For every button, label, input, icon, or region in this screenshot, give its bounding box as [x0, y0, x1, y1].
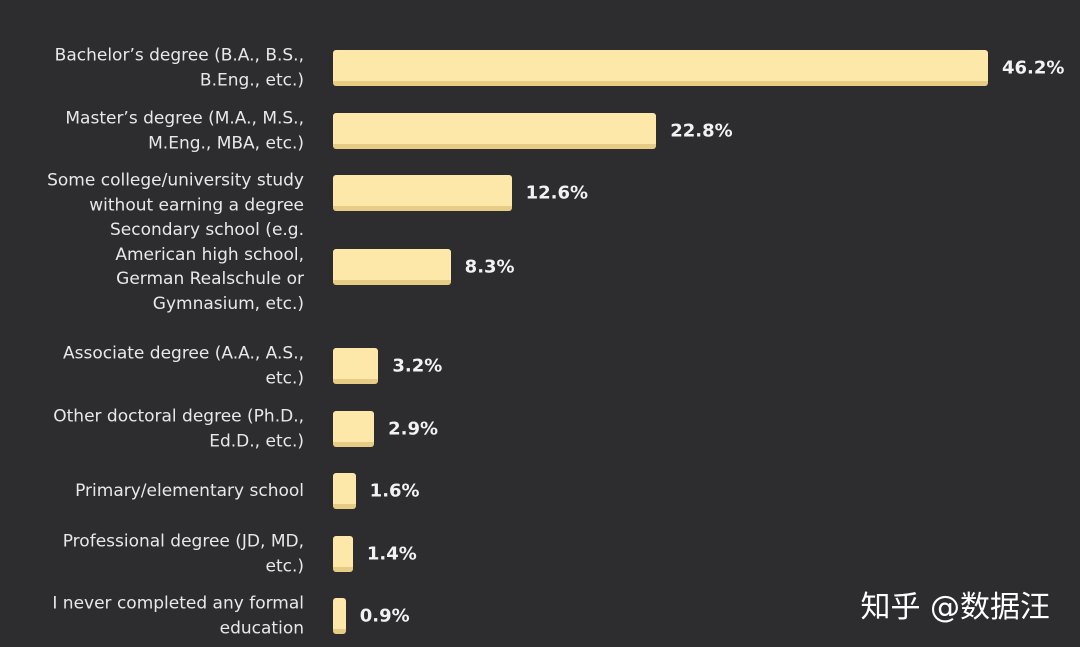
value-label: 8.3% — [464, 256, 515, 278]
bar — [333, 249, 451, 285]
category-label: Primary/elementary school — [75, 480, 304, 501]
category-label: Professional degree (JD, MD, etc.) — [62, 531, 304, 577]
value-label: 22.8% — [670, 120, 733, 142]
category-label: Bachelor’s degree (B.A., B.S., B.Eng., e… — [54, 45, 304, 91]
value-label: 46.2% — [1002, 57, 1065, 79]
bar — [333, 50, 988, 86]
bar — [333, 113, 657, 149]
value-label: 1.4% — [366, 543, 417, 565]
value-label: 1.6% — [369, 480, 420, 502]
bar — [333, 348, 379, 384]
bar — [333, 411, 375, 447]
value-label: 0.9% — [359, 605, 410, 627]
value-label: 2.9% — [388, 418, 439, 440]
category-label: Secondary school (e.g. American high sch… — [109, 220, 304, 314]
bar — [333, 598, 346, 634]
category-label: I never completed any formal education — [52, 593, 304, 639]
category-label: Associate degree (A.A., A.S., etc.) — [63, 343, 304, 389]
category-label: Other doctoral degree (Ph.D., Ed.D., etc… — [53, 406, 304, 452]
category-label: Master’s degree (M.A., M.S., M.Eng., MBA… — [65, 108, 304, 154]
bar — [333, 473, 356, 509]
value-label: 12.6% — [525, 182, 589, 204]
watermark: 知乎 @数据汪 — [860, 590, 1050, 625]
bar — [333, 175, 512, 211]
bar — [333, 536, 353, 572]
value-label: 3.2% — [392, 355, 443, 377]
category-label: Some college/university study without ea… — [47, 170, 304, 216]
